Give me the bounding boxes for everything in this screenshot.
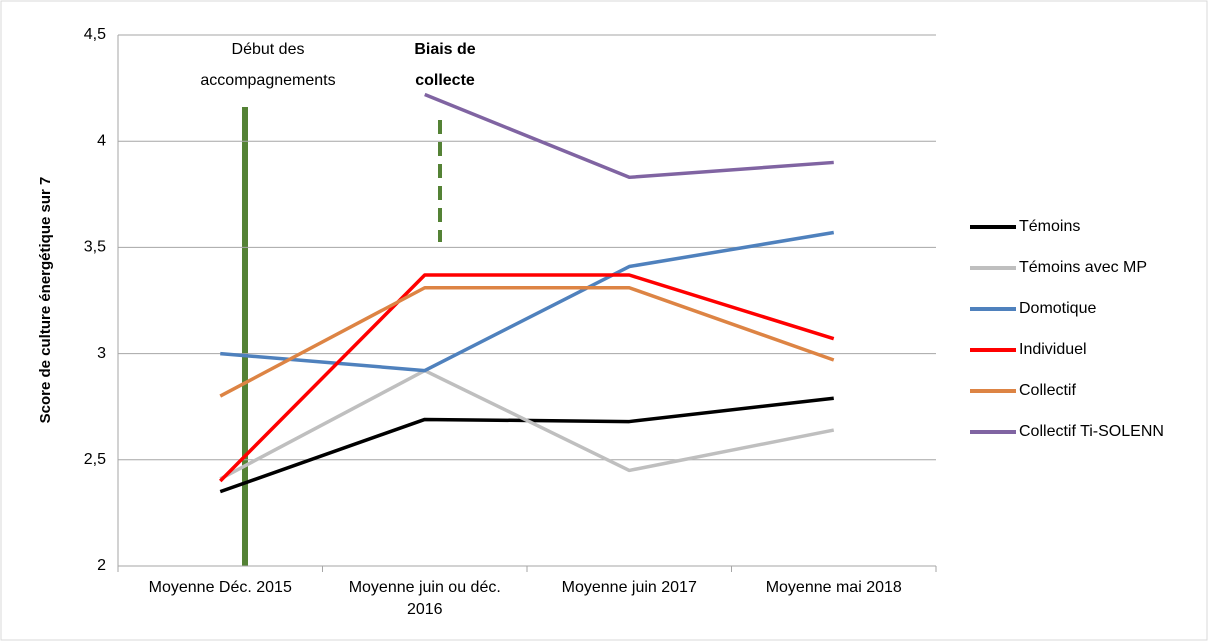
legend-label: Individuel [1019,341,1087,358]
series-line [220,230,835,373]
annotation: Début des [232,41,305,58]
series-line [219,396,834,494]
annotation: Biais de [414,41,475,58]
legend-label: Collectif Ti-SOLENN [1019,423,1164,440]
legend-label: Collectif [1019,382,1076,399]
x-tick-label: Moyenne Déc. 2015 [148,579,292,596]
series-line [424,92,834,180]
y-tick-label: 3,5 [84,239,106,256]
legend-label: Témoins [1019,218,1080,235]
x-tick-label: Moyenne juin ou déc. 2016 [348,579,501,618]
x-tick-label: Moyenne mai 2018 [765,579,902,596]
y-tick-label: 3 [97,345,106,362]
series-line [219,286,835,398]
series-line [219,273,835,483]
x-tick-label: Moyenne juin 2017 [561,579,697,596]
y-tick-label: 2 [97,557,106,574]
y-tick-label: 4,5 [84,26,106,43]
annotation: collecte [415,72,475,89]
series-line [219,368,835,481]
y-tick-label: 4 [97,132,106,149]
legend-label: Témoins avec MP [1019,259,1147,276]
annotation: accompagnements [200,72,335,89]
y-axis-label: Score de culture énergétique sur 7 [37,177,54,424]
y-tick-label: 2,5 [84,451,106,468]
legend-label: Domotique [1019,300,1096,317]
